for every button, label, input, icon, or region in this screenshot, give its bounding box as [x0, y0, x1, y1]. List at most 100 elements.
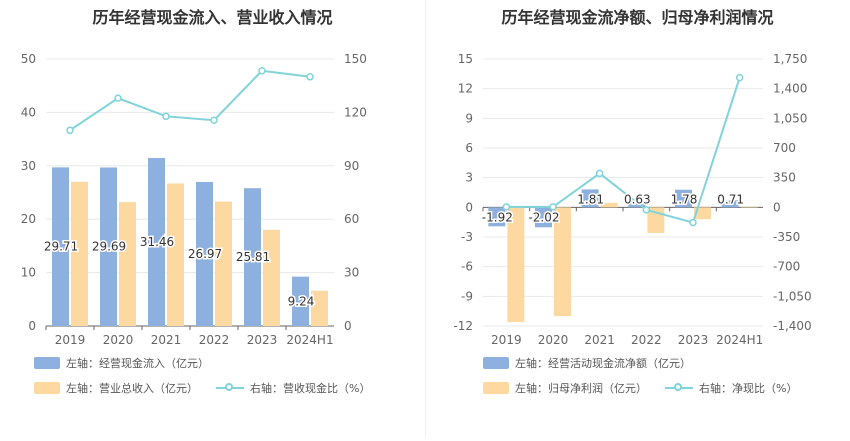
bar-secondary — [119, 202, 136, 326]
ratio-point — [595, 169, 604, 178]
chart-title: 历年经营现金流净额、归母净利润情况 — [501, 8, 774, 27]
right-axis-tick-label: 0 — [773, 200, 781, 214]
x-axis-tick-label: 2019 — [491, 333, 522, 347]
x-axis-tick-label: 2022 — [199, 333, 230, 347]
bar-secondary — [694, 207, 711, 220]
left-axis-tick-label: 12 — [458, 82, 473, 96]
legend-label: 左轴：经营活动现金流净额（亿元） — [515, 357, 691, 370]
data-label: 31.46 — [140, 235, 174, 249]
bar-secondary — [507, 207, 525, 323]
legend-line-swatch — [216, 382, 244, 394]
bar-secondary — [215, 201, 232, 326]
bar-primary — [675, 189, 692, 208]
ratio-point — [162, 112, 170, 121]
legend-item-net-cash[interactable]: 左轴：经营活动现金流净额（亿元） — [483, 355, 691, 371]
left-axis-tick-label: 0 — [28, 319, 36, 333]
ratio-point — [735, 73, 744, 82]
bar-secondary — [167, 183, 184, 326]
x-axis-tick-label: 2023 — [247, 333, 278, 347]
ratio-point — [210, 116, 218, 124]
left-chart-panel: 历年经营现金流入、营业收入情况 0 0 10 30 20 60 30 90 40 120 50 150… — [0, 0, 425, 437]
x-axis-tick-label: 2024H1 — [286, 333, 333, 347]
right-chart-panel: 历年经营现金流净额、归母净利润情况 -12 -1,400 -9 -1,050 -6 -70… — [425, 0, 850, 437]
left-axis-tick-label: 0 — [465, 200, 473, 214]
right-axis-tick-label: 1,400 — [773, 82, 807, 96]
right-axis-tick-label: 1,050 — [773, 111, 807, 125]
bar-primary — [244, 188, 261, 326]
legend-swatch — [483, 382, 509, 394]
legend-label: 左轴：归母净利润（亿元） — [515, 382, 647, 395]
bar-secondary — [740, 207, 758, 208]
data-label: 29.71 — [44, 240, 78, 254]
chart-title: 历年经营现金流入、营业收入情况 — [92, 8, 333, 27]
data-label: 0.63 — [624, 192, 651, 206]
legend-swatch — [34, 357, 60, 369]
left-axis-tick-label: -12 — [453, 319, 473, 333]
ratio-point — [642, 206, 651, 214]
bar-primary — [721, 200, 739, 208]
data-label: 26.97 — [188, 247, 222, 261]
ratio-point — [66, 126, 74, 134]
left-axis-tick-label: 30 — [21, 159, 36, 173]
left-chart-svg: 0 0 10 30 20 60 30 90 40 120 50 150 2019 2020 2021 2022… — [21, 52, 367, 347]
left-axis-tick-label: 3 — [465, 171, 473, 185]
bar-primary — [100, 167, 117, 326]
data-label: 1.81 — [577, 192, 604, 206]
right-axis-tick-label: -700 — [773, 260, 800, 274]
legend-line-swatch — [665, 382, 693, 394]
data-label: -1.92 — [482, 210, 513, 224]
legend-item-net-profit[interactable]: 左轴：归母净利润（亿元） — [483, 380, 647, 396]
bar-primary — [52, 167, 69, 326]
bar-secondary — [71, 181, 88, 326]
legend-item-cash-inflow[interactable]: 左轴：经营现金流入（亿元） — [34, 355, 209, 371]
data-label: 29.69 — [92, 240, 126, 254]
bar-primary — [581, 189, 599, 208]
ratio-point — [114, 94, 122, 102]
x-axis-tick-label: 2023 — [678, 333, 709, 347]
bar-primary — [196, 181, 213, 326]
legend-row-1: 左轴：经营活动现金流净额（亿元） — [483, 355, 709, 371]
bar-primary — [628, 201, 646, 208]
bar-secondary — [600, 202, 618, 208]
left-axis-tick-label: 20 — [21, 212, 36, 226]
left-axis-tick-label: 15 — [458, 52, 473, 66]
legend-swatch — [34, 382, 60, 394]
right-axis-tick-label: 30 — [344, 266, 359, 280]
ratio-point — [689, 218, 697, 227]
right-chart-svg: -12 -1,400 -9 -1,050 -6 -700 -3 -350 0 0 3 350 6 700 9… — [453, 52, 812, 347]
x-axis-tick-label: 2021 — [584, 333, 615, 347]
legend-item-ratio[interactable]: 右轴：营收现金比（%） — [216, 380, 370, 396]
legend-label: 右轴：营收现金比（%） — [250, 382, 371, 395]
right-axis-tick-label: -1,400 — [773, 319, 812, 333]
bar-secondary — [311, 290, 328, 326]
x-axis-tick-label: 2021 — [151, 333, 182, 347]
bar-primary — [292, 276, 309, 326]
panel-divider — [425, 0, 426, 437]
left-axis-tick-label: -9 — [461, 289, 473, 303]
legend-row-2: 左轴：营业总收入（亿元） 右轴：营收现金比（%） — [34, 380, 388, 396]
left-axis-tick-label: 40 — [21, 105, 36, 119]
legend-swatch — [483, 357, 509, 369]
bar-primary — [148, 158, 165, 326]
ratio-point — [258, 66, 266, 75]
ratio-point — [306, 73, 314, 81]
data-label: 25.81 — [236, 250, 270, 264]
right-axis-tick-label: 700 — [773, 141, 796, 155]
left-axis-tick-label: 50 — [21, 52, 36, 66]
right-axis-tick-label: -350 — [773, 230, 800, 244]
left-axis-tick-label: -3 — [461, 230, 473, 244]
left-axis-tick-label: 9 — [465, 111, 473, 125]
left-axis-tick-label: 10 — [21, 266, 36, 280]
data-label: -2.02 — [528, 210, 559, 224]
data-label: 1.78 — [671, 192, 698, 206]
x-axis-tick-label: 2020 — [538, 333, 569, 347]
right-axis-tick-label: -1,050 — [773, 289, 812, 303]
legend-item-revenue[interactable]: 左轴：营业总收入（亿元） — [34, 380, 198, 396]
legend-label: 左轴：经营现金流入（亿元） — [66, 357, 209, 370]
bar-primary — [488, 207, 506, 227]
x-axis-tick-label: 2022 — [631, 333, 662, 347]
right-axis-tick-label: 150 — [344, 52, 367, 66]
legend-label: 右轴：净现比（%） — [699, 382, 798, 395]
legend-item-net-cash-ratio[interactable]: 右轴：净现比（%） — [665, 380, 797, 396]
ratio-point — [549, 203, 557, 211]
